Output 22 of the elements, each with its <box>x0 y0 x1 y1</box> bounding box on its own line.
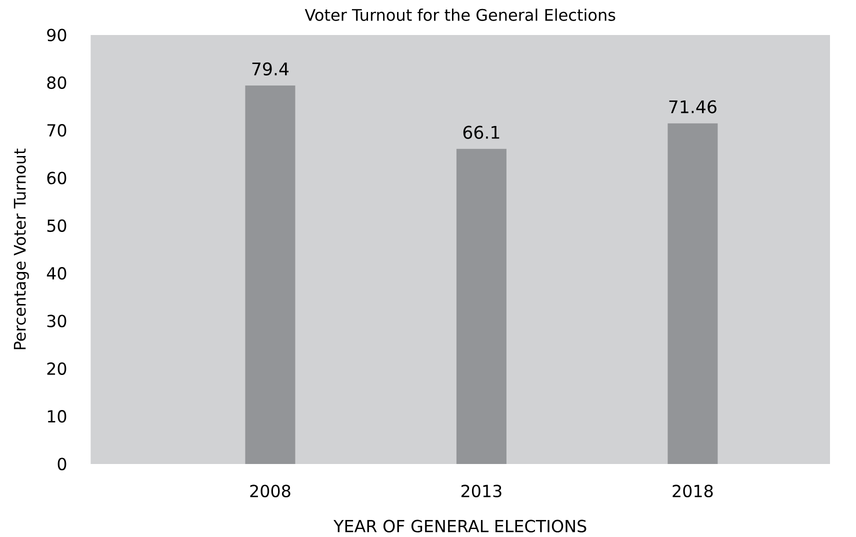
y-tick-label: 70 <box>47 124 66 137</box>
bar <box>456 148 506 464</box>
bar <box>668 123 718 464</box>
x-tick-label: 2018 <box>672 484 713 498</box>
y-tick-label: 40 <box>46 267 66 280</box>
x-axis-title: YEAR OF GENERAL ELECTIONS <box>334 520 586 532</box>
y-tick-label: 90 <box>47 28 66 42</box>
data-label: 79.4 <box>252 62 289 76</box>
y-tick-label: 60 <box>47 172 66 184</box>
chart-title: Voter Turnout for the General Elections <box>304 8 616 21</box>
bar <box>245 86 296 464</box>
x-tick-label: 2008 <box>250 484 290 498</box>
y-axis-title: Percentage Voter Turnout <box>14 148 29 350</box>
y-tick-label: 20 <box>47 362 66 375</box>
data-label: 66.1 <box>463 126 500 139</box>
y-tick-label: 80 <box>47 76 66 89</box>
x-tick-label: 2013 <box>461 484 502 498</box>
y-tick-label: 50 <box>47 219 66 232</box>
y-tick-label: 0 <box>58 458 66 470</box>
data-label: 71.46 <box>669 100 716 114</box>
y-tick-label: 10 <box>48 410 66 423</box>
y-tick-label: 30 <box>47 314 66 328</box>
